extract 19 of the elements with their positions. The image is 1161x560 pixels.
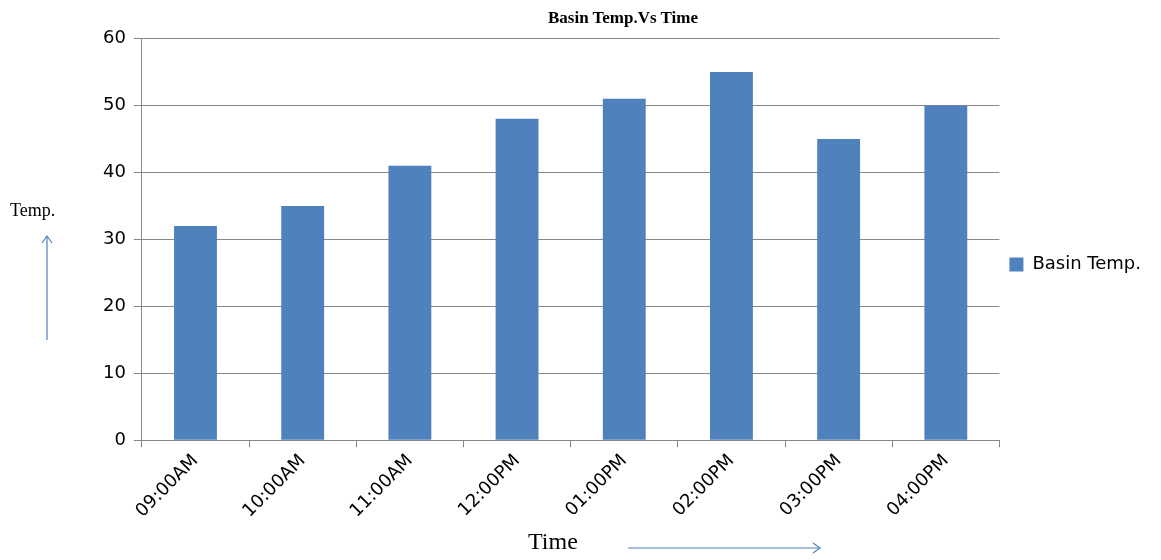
y-tick-label: 20 [103, 294, 126, 316]
bar [388, 165, 432, 440]
bar [924, 105, 968, 440]
y-tick-label: 0 [114, 428, 126, 450]
legend-label: Basin Temp. [1032, 252, 1142, 274]
bar [817, 138, 861, 440]
y-tick-label: 10 [103, 361, 126, 383]
y-tick-label: 50 [103, 93, 126, 115]
chart-title: Basin Temp.Vs Time [547, 7, 699, 27]
bar [281, 205, 325, 440]
x-axis-title: Time [528, 528, 578, 555]
y-tick-label: 40 [103, 160, 126, 182]
y-axis-title: Temp. [10, 200, 56, 221]
bar [710, 71, 753, 440]
y-tick-label: 30 [103, 227, 126, 249]
bar [602, 98, 646, 440]
y-tick-label: 60 [103, 26, 126, 48]
bar [174, 225, 217, 440]
bar [495, 118, 539, 440]
